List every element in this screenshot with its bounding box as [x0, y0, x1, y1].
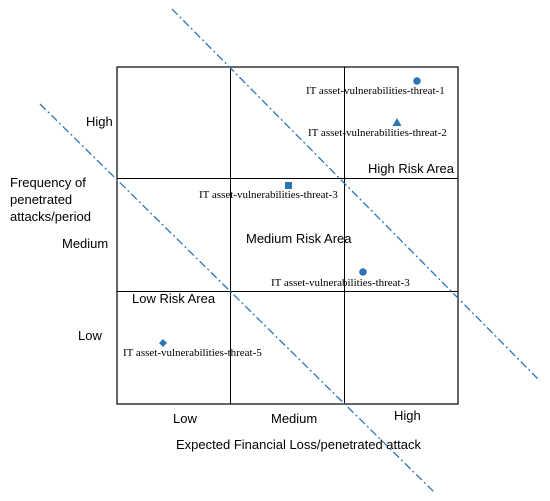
threat-1-label: IT asset-vulnerabilities-threat-1 — [306, 85, 445, 97]
zone-label-high-risk: High Risk Area — [368, 161, 455, 176]
x-axis-title: Expected Financial Loss/penetrated attac… — [176, 437, 421, 452]
threat-1-circle-marker — [413, 77, 421, 85]
y-level-low: Low — [78, 328, 102, 343]
x-level-low: Low — [173, 411, 197, 426]
lower-risk-boundary-line — [39, 103, 435, 493]
threat-2-label: IT asset-vulnerabilities-threat-2 — [308, 127, 447, 139]
threat-3-label-upper: IT asset-vulnerabilities-threat-3 — [199, 189, 338, 201]
threat-5-diamond-marker — [159, 339, 167, 347]
threat-3-label-lower: IT asset-vulnerabilities-threat-3 — [271, 277, 410, 289]
zone-label-medium-risk: Medium Risk Area — [246, 231, 352, 246]
upper-risk-boundary-line — [171, 8, 541, 382]
matrix-frame — [116, 66, 459, 405]
threat-3-square-marker — [285, 182, 292, 189]
threat-5-label: IT asset-vulnerabilities-threat-5 — [123, 347, 262, 359]
y-axis-title-line-1: Frequency of — [10, 175, 86, 190]
threat-3b-circle-marker — [359, 268, 367, 276]
zone-label-low-risk: Low Risk Area — [132, 291, 216, 306]
y-level-high: High — [86, 114, 113, 129]
y-level-medium: Medium — [62, 236, 108, 251]
threat-2-triangle-marker — [392, 118, 402, 126]
y-axis-title: Frequency of penetrated attacks/period — [10, 175, 91, 224]
y-axis-title-line-2: penetrated — [10, 192, 72, 207]
x-level-medium: Medium — [271, 411, 317, 426]
x-level-high: High — [394, 408, 421, 423]
y-axis-title-line-3: attacks/period — [10, 209, 91, 224]
